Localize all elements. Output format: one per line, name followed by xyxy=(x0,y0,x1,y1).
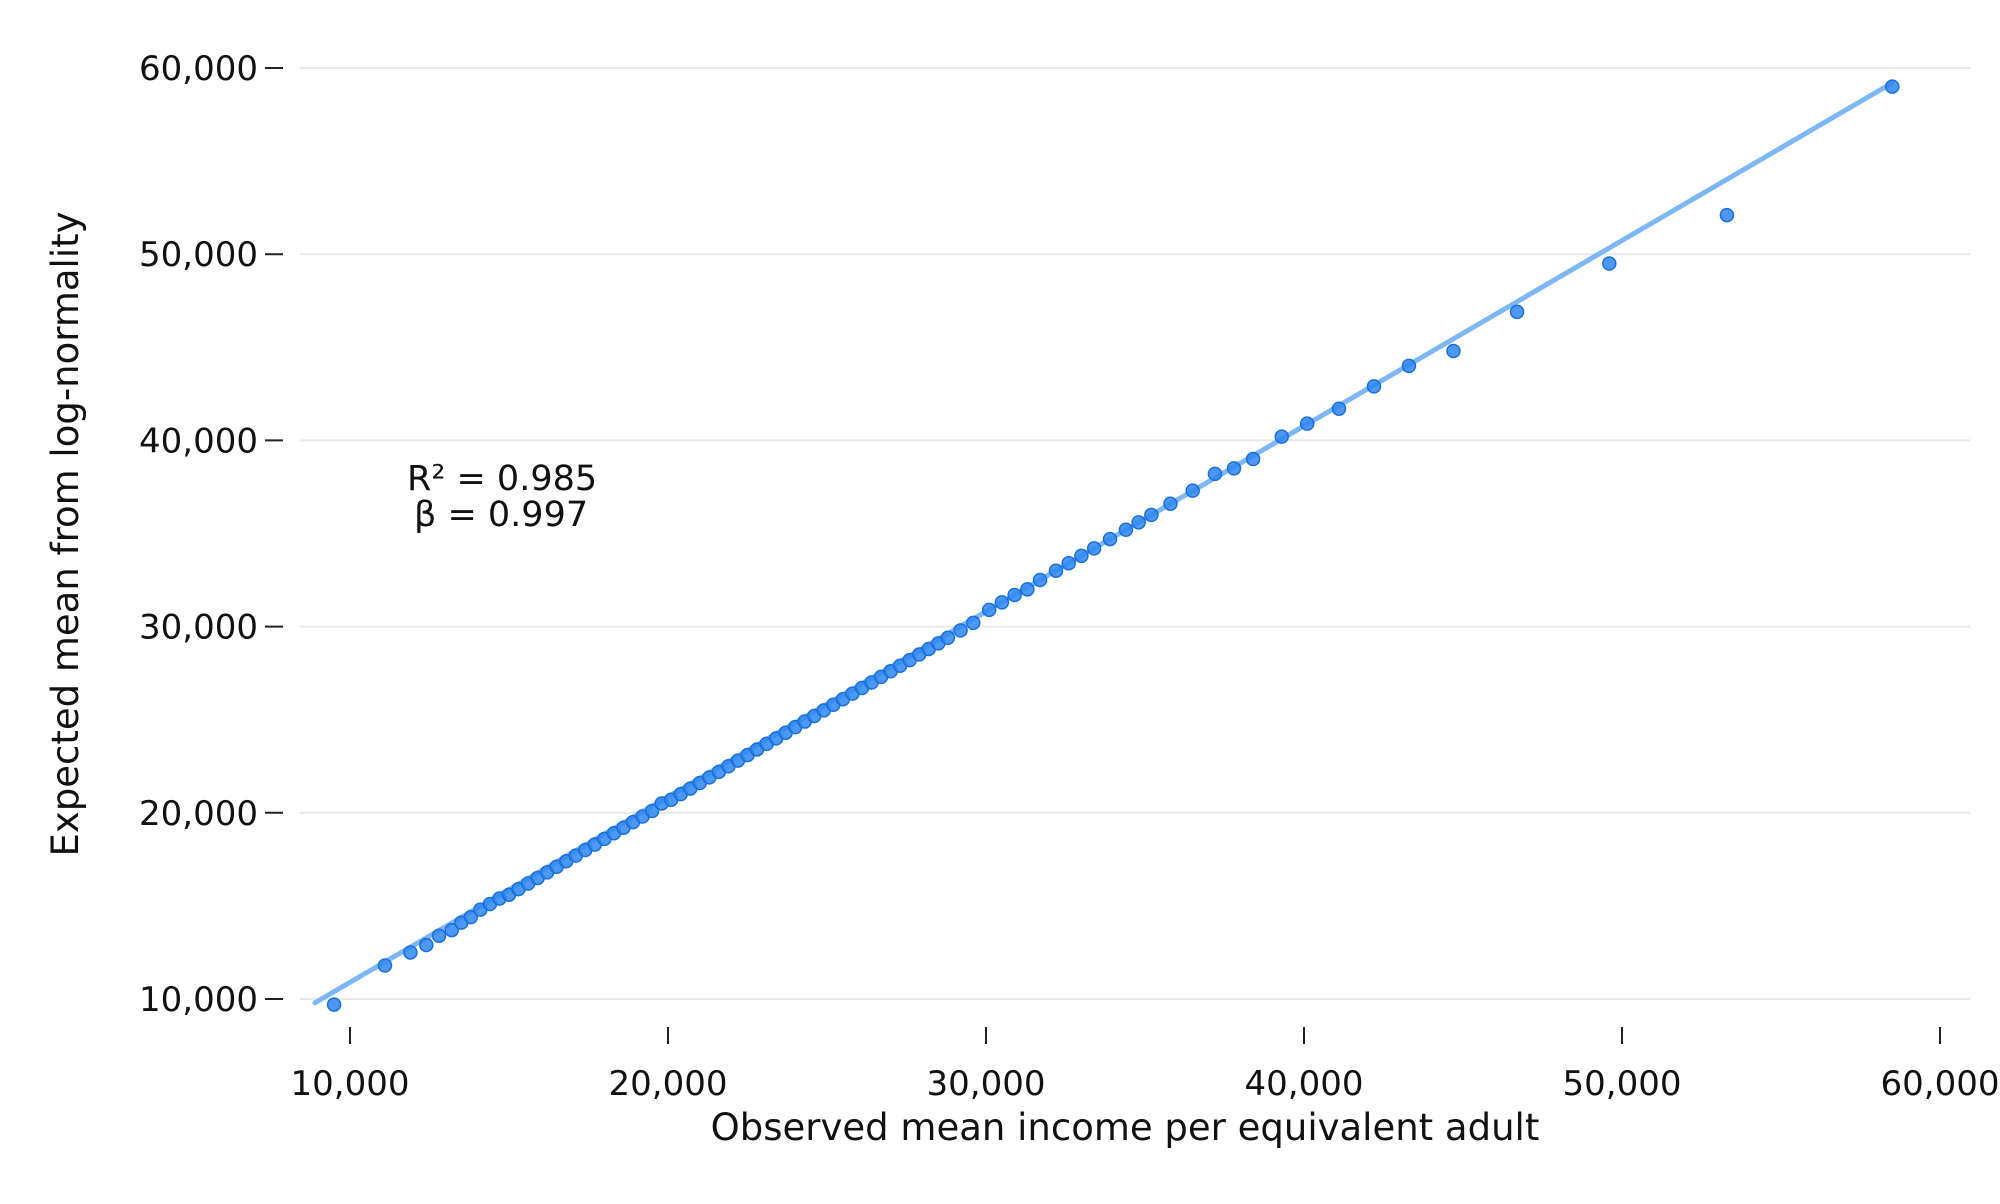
beta-label: β = 0.997 xyxy=(414,495,588,535)
x-tick-label: 60,000 xyxy=(1881,1064,2000,1104)
data-point xyxy=(326,997,342,1012)
data-point xyxy=(1144,507,1159,523)
y-axis-title: Expected mean from log-normality xyxy=(44,211,87,856)
fit-statistics-annotation: R² = 0.985 β = 0.997 xyxy=(407,459,597,535)
data-point xyxy=(431,928,447,943)
data-point xyxy=(419,937,434,953)
data-point xyxy=(1245,451,1261,467)
data-point xyxy=(966,615,981,631)
y-tick-label: 20,000 xyxy=(139,794,258,834)
x-tick-label: 10,000 xyxy=(291,1064,410,1104)
y-tick-label: 60,000 xyxy=(139,49,258,89)
gridlines xyxy=(300,67,1970,1000)
y-tick-label: 10,000 xyxy=(139,980,258,1020)
points-layer xyxy=(326,79,1900,1012)
data-point xyxy=(1719,207,1735,223)
data-point xyxy=(953,623,968,638)
data-point xyxy=(1118,522,1134,538)
data-point xyxy=(644,803,660,819)
data-point xyxy=(940,630,956,646)
data-point xyxy=(1401,358,1417,374)
data-point xyxy=(1074,548,1089,564)
data-point xyxy=(994,595,1010,610)
data-point xyxy=(1048,563,1064,578)
data-point xyxy=(1086,541,1102,556)
x-tick-label: 30,000 xyxy=(927,1064,1046,1104)
data-point xyxy=(1602,256,1617,271)
y-tick-label: 50,000 xyxy=(139,235,258,275)
data-point xyxy=(981,602,997,618)
data-point xyxy=(1102,531,1118,547)
x-tick-label: 50,000 xyxy=(1563,1064,1682,1104)
axes: 10,000 20,000 30,000 40,000 50,000 60,000 10,0… xyxy=(139,49,1999,1104)
data-point xyxy=(1131,515,1146,530)
data-point xyxy=(1020,582,1035,597)
x-tick-label: 20,000 xyxy=(609,1064,728,1104)
data-point xyxy=(1226,461,1242,476)
data-point xyxy=(1061,556,1076,571)
data-point xyxy=(1446,343,1461,359)
data-point xyxy=(1885,79,1900,94)
data-point xyxy=(1274,429,1289,444)
data-point xyxy=(403,945,418,960)
data-point xyxy=(1207,466,1223,482)
data-point xyxy=(1366,379,1382,394)
data-point xyxy=(377,958,393,973)
data-point xyxy=(444,922,460,938)
data-point xyxy=(463,909,479,925)
data-point xyxy=(1299,416,1315,431)
data-point xyxy=(1032,572,1048,588)
y-tick-label: 40,000 xyxy=(139,421,258,461)
data-point xyxy=(1007,587,1022,603)
x-axis-title: Observed mean income per equivalent adul… xyxy=(711,1106,1540,1149)
x-tick-label: 40,000 xyxy=(1245,1064,1364,1104)
data-point xyxy=(1185,483,1200,498)
y-tick-label: 30,000 xyxy=(139,608,258,648)
r-squared-label: R² = 0.985 xyxy=(407,459,597,499)
data-point xyxy=(1331,401,1347,416)
data-point xyxy=(1163,496,1178,511)
data-point xyxy=(1509,304,1525,320)
